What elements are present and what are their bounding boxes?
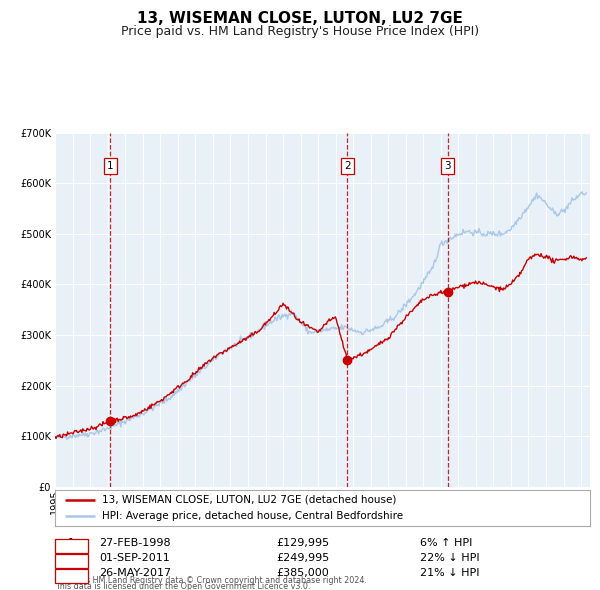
Text: 21% ↓ HPI: 21% ↓ HPI [420,568,479,578]
Text: Price paid vs. HM Land Registry's House Price Index (HPI): Price paid vs. HM Land Registry's House … [121,25,479,38]
Text: 13, WISEMAN CLOSE, LUTON, LU2 7GE (detached house): 13, WISEMAN CLOSE, LUTON, LU2 7GE (detac… [102,494,397,504]
Text: 22% ↓ HPI: 22% ↓ HPI [420,553,479,563]
Text: 2: 2 [344,162,351,171]
Text: HPI: Average price, detached house, Central Bedfordshire: HPI: Average price, detached house, Cent… [102,512,403,522]
Text: Contains HM Land Registry data © Crown copyright and database right 2024.: Contains HM Land Registry data © Crown c… [55,576,367,585]
Text: £129,995: £129,995 [276,539,329,548]
Text: 6% ↑ HPI: 6% ↑ HPI [420,539,472,548]
Text: 26-MAY-2017: 26-MAY-2017 [99,568,171,578]
Text: 13, WISEMAN CLOSE, LUTON, LU2 7GE: 13, WISEMAN CLOSE, LUTON, LU2 7GE [137,11,463,25]
Text: 3: 3 [68,568,75,578]
Text: 1: 1 [107,162,114,171]
Text: £249,995: £249,995 [276,553,329,563]
Text: 2: 2 [68,553,75,563]
Text: £385,000: £385,000 [276,568,329,578]
Text: 27-FEB-1998: 27-FEB-1998 [99,539,170,548]
Text: 01-SEP-2011: 01-SEP-2011 [99,553,170,563]
Text: 3: 3 [445,162,451,171]
Text: 1: 1 [68,539,75,548]
Text: This data is licensed under the Open Government Licence v3.0.: This data is licensed under the Open Gov… [55,582,311,590]
